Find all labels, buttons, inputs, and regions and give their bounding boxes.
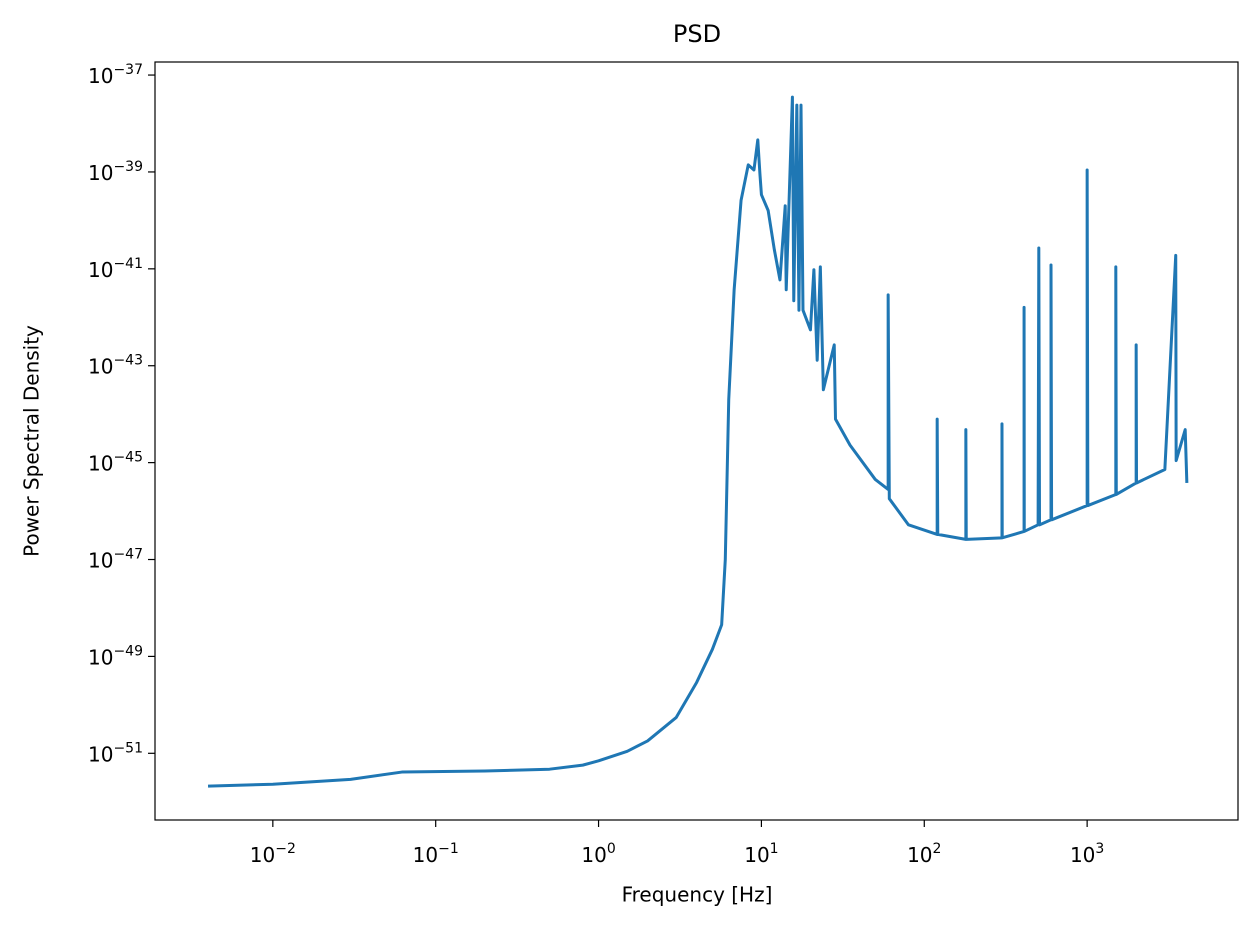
y-tick-label: 10−51 <box>88 740 143 766</box>
chart-title: PSD <box>673 20 721 48</box>
x-axis-label: Frequency [Hz] <box>622 883 773 907</box>
x-tick-label: 103 <box>1070 841 1104 867</box>
x-tick-label: 101 <box>744 841 778 867</box>
psd-line <box>207 95 1189 788</box>
x-tick-label: 100 <box>581 841 615 867</box>
y-axis-label: Power Spectral Density <box>20 325 44 557</box>
y-tick-label: 10−49 <box>88 643 143 669</box>
y-tick-label: 10−43 <box>88 353 143 379</box>
x-tick-label: 10−2 <box>250 841 296 867</box>
x-tick-label: 102 <box>907 841 941 867</box>
plot-frame <box>154 61 1239 821</box>
x-tick-label: 10−1 <box>413 841 459 867</box>
y-tick-label: 10−47 <box>88 547 143 573</box>
y-tick-label: 10−37 <box>88 62 143 88</box>
y-tick-label: 10−39 <box>88 159 143 185</box>
y-tick-label: 10−45 <box>88 450 143 476</box>
y-tick-label: 10−41 <box>88 256 143 282</box>
